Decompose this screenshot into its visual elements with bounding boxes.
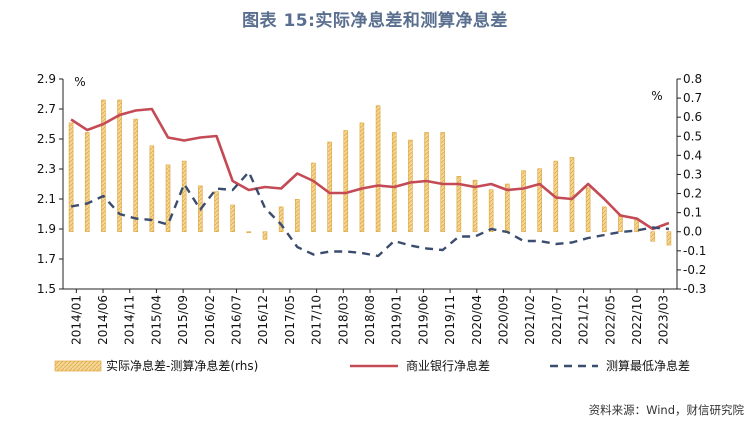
left-tick-label: 2.7 bbox=[37, 102, 56, 116]
right-tick-label: 0.4 bbox=[683, 148, 702, 162]
line-series-estimated-min-nim bbox=[70, 170, 670, 258]
bar bbox=[246, 231, 252, 234]
bar bbox=[488, 189, 494, 233]
bar bbox=[214, 191, 219, 233]
right-tick-label: 0.8 bbox=[683, 72, 702, 86]
x-tick-label: 2015/04 bbox=[149, 295, 163, 345]
right-tick-label: -0.2 bbox=[683, 263, 706, 277]
bar bbox=[359, 122, 365, 233]
left-tick-label: 2.5 bbox=[37, 132, 56, 146]
x-tick-label: 2014/11 bbox=[123, 295, 137, 345]
bar bbox=[294, 198, 300, 233]
bar bbox=[101, 99, 106, 233]
bar bbox=[117, 99, 122, 233]
bar bbox=[181, 160, 187, 233]
bar bbox=[440, 132, 446, 233]
bar bbox=[327, 141, 332, 233]
line-series-bank-nim bbox=[70, 107, 670, 231]
x-tick-label: 2021/07 bbox=[550, 295, 564, 345]
bar bbox=[618, 214, 623, 233]
right-tick-label: 0.7 bbox=[683, 91, 702, 105]
x-tick-label: 2014/06 bbox=[96, 295, 110, 345]
right-tick-label: 0.2 bbox=[683, 187, 702, 201]
right-tick-label: 0.6 bbox=[683, 110, 702, 124]
left-tick-label: 2.1 bbox=[37, 192, 56, 206]
x-tick-label: 2019/06 bbox=[416, 295, 430, 345]
x-tick-label: 2015/09 bbox=[176, 295, 190, 345]
bar bbox=[472, 179, 478, 233]
bar bbox=[230, 204, 235, 233]
right-tick-label: -0.1 bbox=[683, 244, 706, 258]
bar bbox=[262, 231, 268, 240]
left-tick-label: 1.5 bbox=[37, 282, 56, 296]
bar bbox=[408, 139, 413, 233]
x-tick-label: 2016/07 bbox=[230, 295, 244, 345]
chart-title: 图表 15:实际净息差和测算净息差 bbox=[242, 11, 508, 31]
x-tick-label: 2020/04 bbox=[470, 295, 484, 345]
legend-label-estimated-min-nim: 测算最低净息差 bbox=[606, 358, 690, 373]
bar bbox=[650, 231, 656, 242]
x-tick-label: 2016/12 bbox=[256, 295, 270, 345]
bar bbox=[666, 231, 672, 246]
bar bbox=[278, 206, 284, 233]
x-tick-label: 2018/08 bbox=[363, 295, 377, 345]
left-unit-label: % bbox=[74, 75, 85, 89]
bar bbox=[569, 156, 575, 233]
bar bbox=[149, 145, 155, 233]
source-note: 资料来源：Wind，财信研究院 bbox=[589, 403, 745, 417]
bar bbox=[311, 162, 316, 233]
x-tick-label: 2017/05 bbox=[283, 295, 297, 345]
bar bbox=[343, 130, 349, 233]
left-tick-label: 2.3 bbox=[37, 162, 56, 176]
bar bbox=[537, 168, 542, 233]
right-tick-label: -0.3 bbox=[683, 282, 706, 296]
bar bbox=[585, 187, 591, 233]
x-tick-label: 2022/05 bbox=[603, 295, 617, 345]
x-tick-label: 2019/01 bbox=[390, 295, 404, 345]
x-tick-label: 2016/02 bbox=[203, 295, 217, 345]
right-tick-label: 0.5 bbox=[683, 129, 702, 143]
bar bbox=[456, 176, 462, 233]
right-tick-label: 0.1 bbox=[683, 206, 702, 220]
left-tick-label: 1.9 bbox=[37, 222, 56, 236]
legend-label-bank-nim: 商业银行净息差 bbox=[406, 358, 490, 373]
bar bbox=[391, 132, 397, 233]
bar bbox=[165, 164, 171, 233]
x-tick-label: 2023/03 bbox=[657, 295, 671, 345]
x-tick-label: 2021/12 bbox=[577, 295, 591, 345]
left-tick-label: 2.9 bbox=[37, 72, 56, 86]
bar bbox=[133, 118, 139, 233]
x-tick-label: 2017/10 bbox=[310, 295, 324, 345]
x-tick-label: 2020/09 bbox=[496, 295, 510, 345]
bar bbox=[601, 206, 607, 233]
x-tick-label: 2022/10 bbox=[630, 295, 644, 345]
legend-swatch-bars bbox=[54, 360, 102, 372]
bar bbox=[68, 122, 74, 233]
x-tick-label: 2019/11 bbox=[443, 295, 457, 345]
bar bbox=[84, 132, 90, 233]
bar bbox=[375, 105, 381, 233]
x-tick-label: 2018/03 bbox=[336, 295, 350, 345]
right-unit-label: % bbox=[651, 89, 662, 103]
right-tick-label: 0.3 bbox=[683, 167, 702, 181]
left-tick-label: 1.7 bbox=[37, 252, 56, 266]
right-tick-label: 0.0 bbox=[683, 225, 702, 239]
x-tick-label: 2021/02 bbox=[523, 295, 537, 345]
bar bbox=[521, 170, 526, 233]
legend-label-bars: 实际净息差-测算净息差(rhs) bbox=[106, 358, 258, 373]
x-tick-label: 2014/01 bbox=[69, 295, 83, 345]
